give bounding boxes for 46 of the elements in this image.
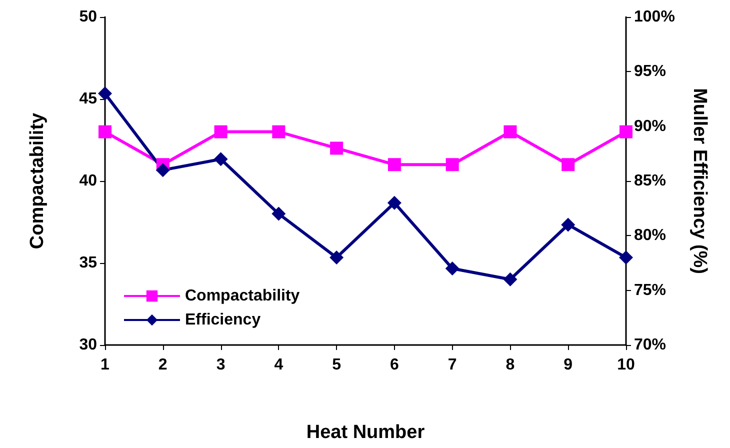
legend-label: Efficiency	[185, 312, 261, 328]
x-tick-label: 8	[506, 356, 515, 374]
x-tick-label: 9	[564, 356, 573, 374]
point	[619, 250, 633, 265]
y2-tick-label: 85%	[634, 172, 666, 190]
x-tick-label: 3	[216, 356, 226, 374]
point	[562, 158, 575, 172]
y2-axis-title: Muller Efficiency (%)	[689, 88, 710, 274]
x-tick-label: 2	[158, 356, 168, 374]
point	[330, 142, 344, 155]
y2-tick-label: 90%	[634, 118, 666, 135]
y-tick-label: 45	[79, 90, 98, 108]
x-tick-label: 1	[100, 356, 110, 374]
point	[387, 196, 402, 210]
legend-label: Compactability	[185, 288, 300, 304]
x-tick-label: 4	[274, 356, 284, 374]
y2-tick-label: 80%	[634, 227, 666, 244]
point	[504, 125, 517, 138]
x-axis-title: Heat Number	[306, 422, 426, 443]
x-tick-label: 6	[390, 356, 399, 374]
x-tick-label: 10	[617, 356, 635, 374]
point	[445, 261, 460, 276]
y2-tick-label: 75%	[634, 282, 666, 299]
point	[98, 125, 112, 138]
y-axis-title: Compactability	[27, 112, 48, 250]
x-tick-label: 5	[332, 356, 342, 374]
point	[214, 152, 228, 166]
point	[98, 86, 112, 101]
point	[156, 163, 170, 178]
y-tick-label: 40	[79, 172, 98, 190]
y-tick-label: 30	[79, 336, 98, 354]
y2-tick-label: 100%	[634, 8, 675, 26]
point	[620, 125, 632, 138]
y2-tick-label: 95%	[634, 63, 666, 80]
point	[503, 272, 518, 286]
point	[388, 158, 401, 172]
y-tick-label: 50	[79, 8, 98, 26]
x-tick-label: 7	[448, 356, 457, 374]
point	[272, 206, 286, 221]
point	[214, 125, 228, 138]
y2-tick-label: 70%	[634, 336, 666, 354]
point	[446, 158, 459, 172]
point	[272, 125, 286, 138]
point	[561, 218, 576, 232]
point	[330, 250, 344, 265]
y-tick-label: 35	[79, 254, 98, 272]
